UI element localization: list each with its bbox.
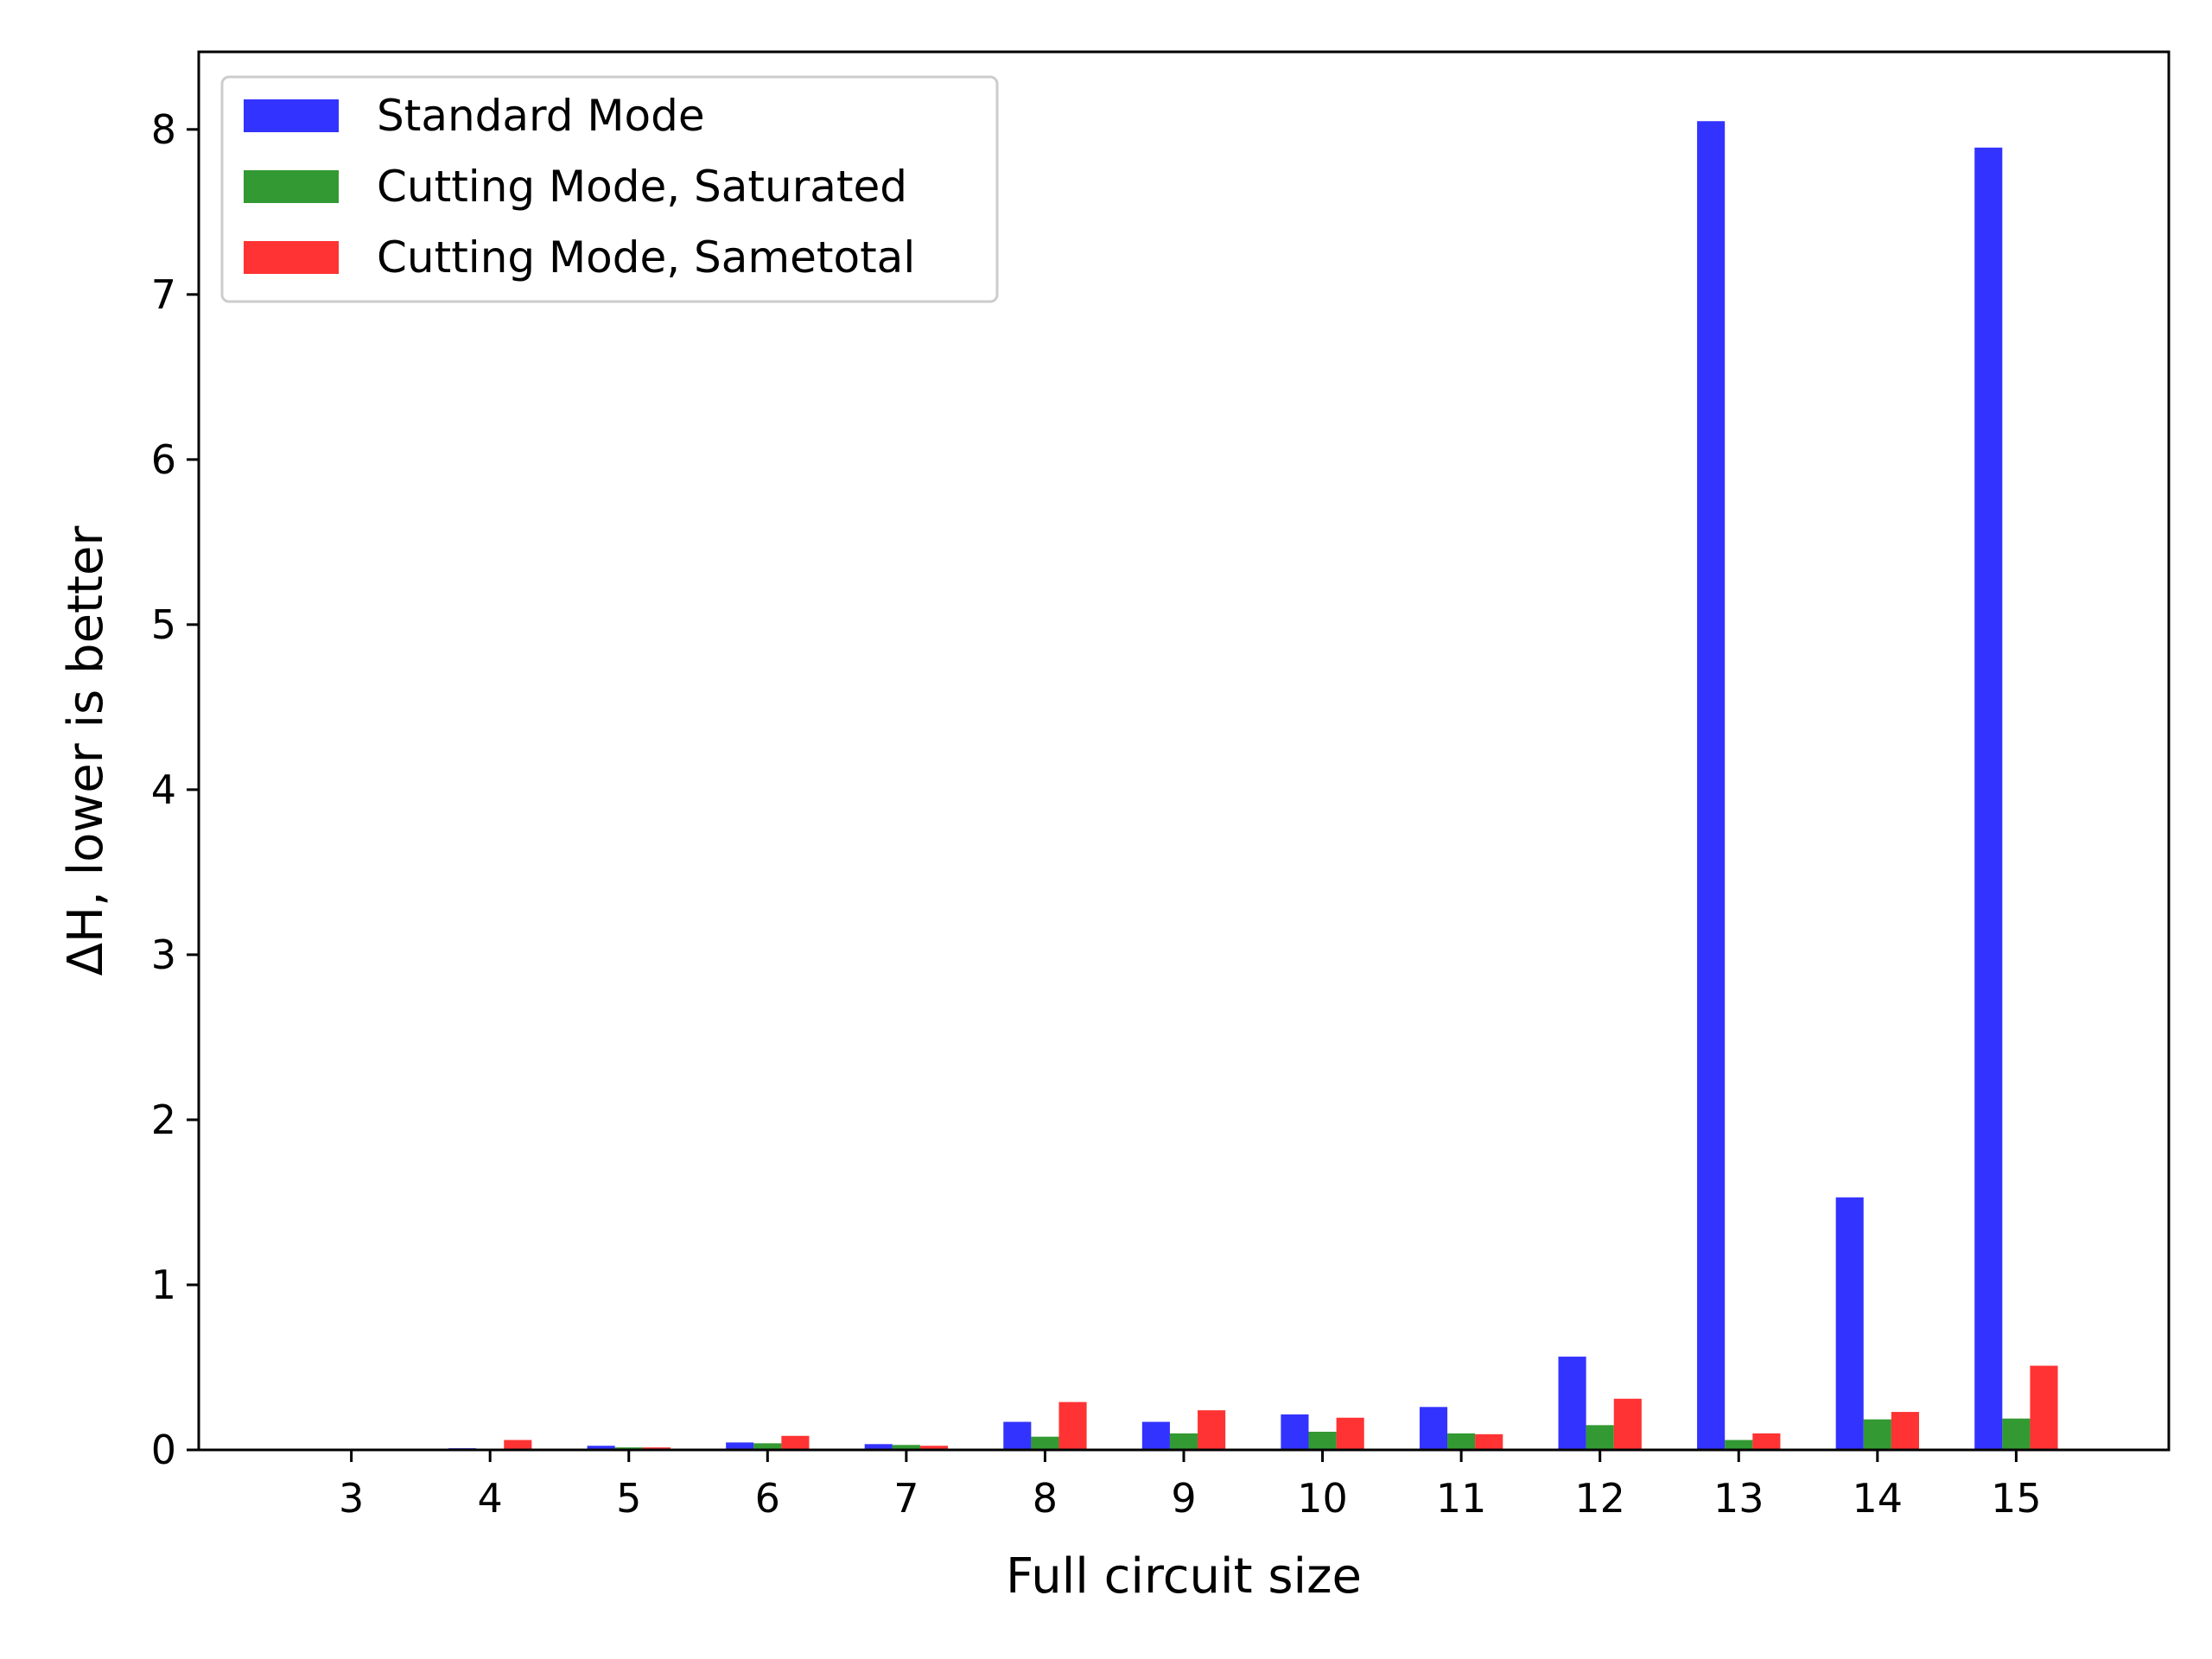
y-tick-label-6: 6 <box>151 436 176 483</box>
legend-swatch-3 <box>244 241 339 274</box>
legend-label-3: Cutting Mode, Sametotal <box>377 232 915 283</box>
y-tick-label-7: 7 <box>151 271 176 318</box>
bar-series-1-11 <box>1419 1407 1448 1450</box>
bar-series-2-11 <box>1447 1433 1476 1450</box>
bar-series-2-7 <box>892 1445 920 1450</box>
y-tick-label-2: 2 <box>151 1096 176 1143</box>
bar-series-2-15 <box>2002 1418 2031 1450</box>
bar-series-3-13 <box>1752 1433 1781 1450</box>
bar-series-1-6 <box>726 1442 754 1450</box>
legend: Standard Mode Cutting Mode, Saturated Cutt… <box>220 75 999 303</box>
bar-series-3-15 <box>2030 1365 2058 1450</box>
x-tick-label-6: 6 <box>755 1475 780 1522</box>
bar-series-3-9 <box>1198 1410 1226 1450</box>
bar-series-2-10 <box>1308 1431 1337 1450</box>
bar-series-1-7 <box>864 1444 893 1450</box>
y-axis-title: ΔH, lower is better <box>58 525 114 976</box>
bar-series-3-4 <box>504 1440 532 1450</box>
bar-series-2-12 <box>1586 1425 1614 1450</box>
bar-series-3-7 <box>919 1446 949 1450</box>
x-axis: 3 4 5 6 7 8 9 10 11 12 13 14 15 <box>339 1450 2042 1522</box>
y-tick-label-0: 0 <box>151 1427 176 1473</box>
legend-label-2: Cutting Mode, Saturated <box>377 162 907 212</box>
legend-frame <box>220 75 999 303</box>
x-tick-label-11: 11 <box>1436 1475 1487 1522</box>
x-tick-label-8: 8 <box>1033 1475 1058 1522</box>
y-axis: 0 1 2 3 4 5 6 7 8 <box>151 106 199 1473</box>
legend-swatch-2 <box>244 170 339 203</box>
bar-series-3-12 <box>1613 1398 1642 1450</box>
bar-series-2-8 <box>1031 1436 1059 1450</box>
bar-series-3-6 <box>781 1435 810 1450</box>
bar-series-3-14 <box>1891 1412 1919 1450</box>
x-tick-label-3: 3 <box>339 1475 364 1522</box>
bar-series-3-8 <box>1058 1402 1087 1450</box>
y-tick-label-1: 1 <box>151 1262 176 1308</box>
bar-series-1-9 <box>1141 1421 1170 1450</box>
x-tick-label-9: 9 <box>1171 1475 1196 1522</box>
x-tick-label-5: 5 <box>616 1475 641 1522</box>
bar-series-3-11 <box>1475 1433 1503 1450</box>
x-tick-label-15: 15 <box>1991 1475 2042 1522</box>
bar-series-1-13 <box>1697 121 1726 1451</box>
bars-layer <box>309 121 2058 1451</box>
x-tick-label-10: 10 <box>1297 1475 1348 1522</box>
bar-series-1-14 <box>1835 1197 1864 1450</box>
bar-series-3-10 <box>1336 1417 1364 1450</box>
y-tick-label-3: 3 <box>151 931 176 978</box>
x-tick-label-4: 4 <box>478 1475 503 1522</box>
y-tick-label-8: 8 <box>151 106 176 153</box>
bar-series-2-14 <box>1863 1419 1891 1450</box>
legend-label-1: Standard Mode <box>377 91 705 141</box>
x-tick-label-7: 7 <box>893 1475 918 1522</box>
x-tick-label-14: 14 <box>1853 1475 1904 1522</box>
x-tick-label-12: 12 <box>1574 1475 1625 1522</box>
x-tick-label-13: 13 <box>1713 1475 1764 1522</box>
y-tick-label-5: 5 <box>151 601 176 648</box>
bar-series-2-6 <box>753 1443 782 1450</box>
bar-series-2-9 <box>1169 1433 1198 1450</box>
x-axis-title: Full circuit size <box>1006 1548 1362 1605</box>
bar-series-2-13 <box>1725 1440 1753 1450</box>
bar-series-1-5 <box>587 1446 615 1450</box>
legend-swatch-1 <box>244 99 339 132</box>
bar-series-1-12 <box>1558 1357 1586 1450</box>
bar-series-1-15 <box>1974 147 2003 1450</box>
y-tick-label-4: 4 <box>151 766 176 813</box>
bar-series-1-10 <box>1281 1414 1309 1450</box>
bar-series-1-8 <box>1003 1421 1032 1450</box>
